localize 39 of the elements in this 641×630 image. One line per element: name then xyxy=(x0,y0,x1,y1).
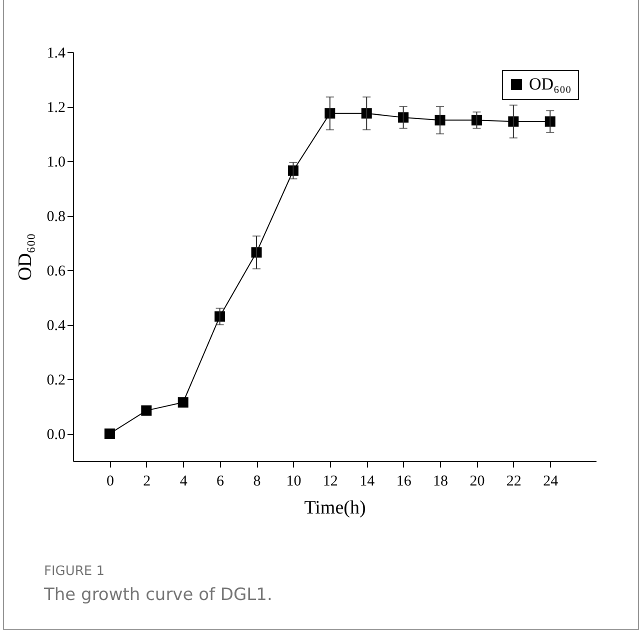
point xyxy=(178,397,188,408)
point xyxy=(104,428,115,439)
x-tick-label: 20 xyxy=(470,474,485,490)
point xyxy=(214,311,226,322)
x-tick-label: 16 xyxy=(396,474,412,490)
point xyxy=(471,114,482,126)
caption: FIGURE 1 xyxy=(44,564,106,579)
point xyxy=(251,247,262,258)
point xyxy=(544,116,556,127)
x-tick-label: 22 xyxy=(506,474,522,490)
y-tick-label: 0.4 xyxy=(46,318,66,334)
y-tick-label: 0.6 xyxy=(46,264,66,280)
text: The growth curve of DGL1. xyxy=(44,585,272,605)
y-tick-label: 1.0 xyxy=(46,154,66,171)
x-tick-label: 8 xyxy=(253,474,261,490)
point xyxy=(361,108,372,119)
y-tick-label: 0.8 xyxy=(46,209,66,226)
point xyxy=(141,405,152,416)
y-tick-label: 1.2 xyxy=(46,100,66,116)
x-tick-label: 12 xyxy=(322,474,338,490)
x-tick-label: 6 xyxy=(216,474,225,490)
x-tick-label: 4 xyxy=(180,474,188,490)
y-tick-label: 0.2 xyxy=(46,372,66,389)
point xyxy=(508,116,519,127)
point xyxy=(324,108,336,119)
x-tick-label: 0 xyxy=(106,474,114,490)
y-axis-title: OD₆₀₀ xyxy=(14,233,36,281)
legend-label: OD₆₀₀ xyxy=(529,74,572,94)
y-tick-label: 0.0 xyxy=(46,427,66,444)
point xyxy=(288,165,298,176)
y-tick-label: 1.4 xyxy=(46,46,66,62)
point xyxy=(434,114,446,126)
x-tick-label: 24 xyxy=(543,474,559,490)
point xyxy=(398,112,409,123)
x-tick-label: 18 xyxy=(433,474,448,490)
x-tick-label: 2 xyxy=(143,474,151,490)
x-tick-label: 14 xyxy=(360,474,376,490)
x-axis-title: Time(h) xyxy=(304,498,366,518)
x-tick-label: 10 xyxy=(286,474,302,490)
